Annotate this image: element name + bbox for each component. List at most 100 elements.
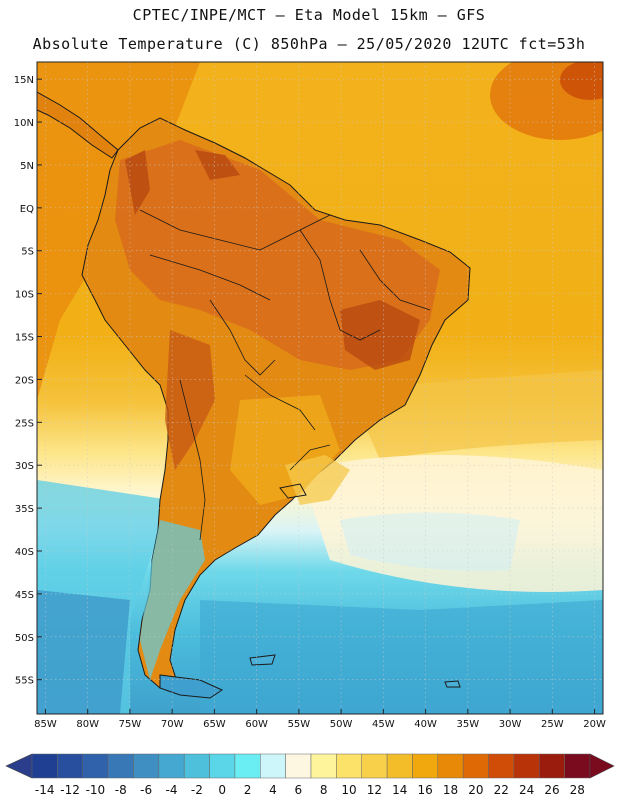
lon-label: 40W bbox=[414, 719, 437, 730]
colorbar-swatch-16 bbox=[437, 753, 464, 779]
colorbar-swatch-4 bbox=[133, 753, 160, 779]
hotspot-central-brazil bbox=[340, 300, 420, 370]
colorbar-swatch-11 bbox=[310, 753, 337, 779]
lon-label: 50W bbox=[330, 719, 353, 730]
colorbar-swatch-15 bbox=[412, 753, 439, 779]
colorbar-tick-label: 4 bbox=[269, 783, 277, 797]
lon-label: 55W bbox=[288, 719, 311, 730]
mild-uruguay bbox=[285, 455, 350, 505]
colorbar-under-arrow bbox=[5, 753, 33, 779]
border-peru-brazil bbox=[149, 254, 271, 301]
colorbar-tick-label: 24 bbox=[519, 783, 534, 797]
colorbar-swatch-2 bbox=[82, 753, 109, 779]
colorbar-tick-label: -12 bbox=[60, 783, 80, 797]
falkland-islands bbox=[249, 654, 276, 666]
lon-label: 20W bbox=[583, 719, 606, 730]
hot-bolivia-chaco bbox=[165, 330, 215, 470]
lat-label: 20S bbox=[15, 375, 34, 386]
colorbar-tick-label: 12 bbox=[367, 783, 382, 797]
map-frame bbox=[36, 61, 604, 715]
lat-label: 40S bbox=[15, 547, 34, 558]
colorbar-swatch-7 bbox=[209, 753, 236, 779]
lat-label: 5S bbox=[21, 247, 34, 258]
title-line-2: Absolute Temperature (C) 850hPa — 25/05/… bbox=[32, 35, 586, 53]
border-paraguay bbox=[244, 374, 316, 431]
lat-label: 55S bbox=[15, 676, 34, 687]
lat-label: 5N bbox=[20, 161, 34, 172]
border-northeast-states bbox=[359, 249, 431, 311]
colorbar-swatch-20 bbox=[539, 753, 565, 779]
colder-pacific-region bbox=[37, 590, 130, 714]
lon-label: 65W bbox=[203, 719, 226, 730]
lon-label: 85W bbox=[34, 719, 57, 730]
colorbar-swatch-19 bbox=[513, 753, 540, 779]
colorbar-tick-label: 22 bbox=[494, 783, 509, 797]
colorbar-swatch-9 bbox=[260, 753, 286, 779]
colorbar-tick-label: 8 bbox=[320, 783, 328, 797]
lon-label: 80W bbox=[76, 719, 99, 730]
title-line-1: CPTEC/INPE/MCT — Eta Model 15km — GFS bbox=[132, 6, 486, 24]
cold-patagonia bbox=[140, 520, 205, 680]
colorbar-tick-label: -8 bbox=[115, 783, 127, 797]
lat-label: 15S bbox=[15, 333, 34, 344]
colorbar-tick-label: 26 bbox=[544, 783, 559, 797]
colorbar-tick-label: 10 bbox=[341, 783, 356, 797]
tierra-del-fuego bbox=[159, 674, 224, 699]
colorbar-tick-label: -6 bbox=[140, 783, 152, 797]
lat-label: 25S bbox=[15, 418, 34, 429]
cool-atlantic-patch bbox=[340, 512, 520, 571]
axis-ticks: 15N 10N 5N EQ 5S 10S 15S 20S 25S 30S 35S 40S 45S 50S 5… bbox=[14, 75, 606, 730]
colorbar-swatch-5 bbox=[158, 753, 185, 779]
country-borders bbox=[139, 209, 431, 541]
colorbar-swatch-1 bbox=[57, 753, 83, 779]
colorbar-swatch-12 bbox=[336, 753, 362, 779]
lat-label: 35S bbox=[15, 504, 34, 515]
colorbar-tick-label: 6 bbox=[294, 783, 302, 797]
lat-label: 10S bbox=[15, 290, 34, 301]
lon-label: 35W bbox=[457, 719, 480, 730]
lagoon-outline bbox=[279, 483, 307, 499]
colorbar-tick-label: 28 bbox=[570, 783, 585, 797]
colorbar-swatch-3 bbox=[107, 753, 134, 779]
lat-label: 15N bbox=[14, 75, 34, 86]
colorbar-swatch-0 bbox=[31, 753, 58, 779]
colorbar-tick-label: 20 bbox=[468, 783, 483, 797]
colorbar-swatch-13 bbox=[361, 753, 388, 779]
central-america bbox=[37, 91, 119, 159]
colorbar-swatch-17 bbox=[462, 753, 489, 779]
lat-label: 50S bbox=[15, 633, 34, 644]
lat-label: 30S bbox=[15, 461, 34, 472]
lon-label: 60W bbox=[245, 719, 268, 730]
colorbar-swatch-8 bbox=[234, 753, 261, 779]
lon-label: 45W bbox=[372, 719, 395, 730]
colorbar-over-arrow bbox=[589, 753, 615, 779]
border-north-amazon bbox=[139, 209, 331, 251]
colorbar-tick-label: 14 bbox=[392, 783, 407, 797]
lat-label: EQ bbox=[20, 204, 34, 215]
colorbar-tick-label: 0 bbox=[218, 783, 226, 797]
lon-label: 70W bbox=[161, 719, 184, 730]
lon-label: 25W bbox=[541, 719, 564, 730]
colorbar-tick-label: 2 bbox=[244, 783, 252, 797]
border-bolivia bbox=[209, 299, 276, 376]
colorbar-tick-label: 16 bbox=[417, 783, 432, 797]
colorbar-tick-label: -10 bbox=[86, 783, 106, 797]
colorbar-swatch-14 bbox=[386, 753, 413, 779]
colorbar-tick-label: -14 bbox=[35, 783, 55, 797]
border-chile-argentina bbox=[179, 379, 206, 541]
lat-label: 10N bbox=[14, 118, 34, 129]
graticule bbox=[37, 62, 603, 714]
colorbar-swatch-18 bbox=[488, 753, 515, 779]
hot-ocean-northeast bbox=[560, 62, 603, 100]
hotspot-andes-north bbox=[125, 150, 150, 215]
colorbar-swatch-21 bbox=[564, 753, 591, 779]
colorbar-tick-label: -2 bbox=[191, 783, 203, 797]
cold-southern-atlantic bbox=[200, 600, 603, 714]
lon-label: 30W bbox=[499, 719, 522, 730]
subtropical-atlantic-band bbox=[350, 370, 603, 460]
colorbar-tick-label: 18 bbox=[443, 783, 458, 797]
border-brazil-states bbox=[299, 229, 381, 341]
colorbar-swatch-6 bbox=[183, 753, 210, 779]
